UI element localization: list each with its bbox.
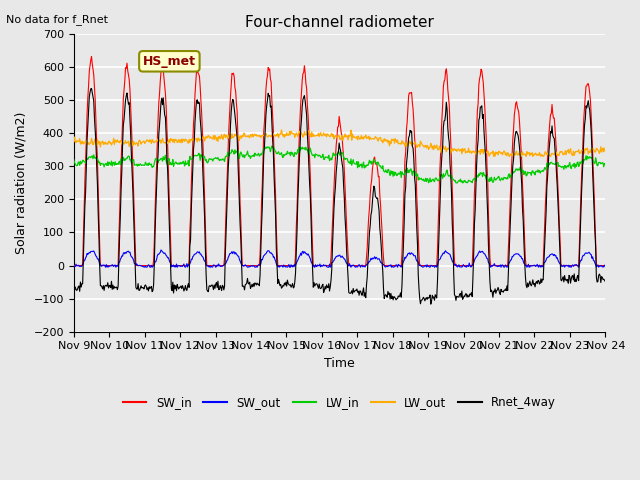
- Legend: SW_in, SW_out, LW_in, LW_out, Rnet_4way: SW_in, SW_out, LW_in, LW_out, Rnet_4way: [118, 391, 561, 414]
- Text: HS_met: HS_met: [143, 55, 196, 68]
- Text: No data for f_Rnet: No data for f_Rnet: [6, 14, 108, 25]
- Y-axis label: Solar radiation (W/m2): Solar radiation (W/m2): [15, 112, 28, 254]
- X-axis label: Time: Time: [324, 357, 355, 370]
- Title: Four-channel radiometer: Four-channel radiometer: [245, 15, 434, 30]
